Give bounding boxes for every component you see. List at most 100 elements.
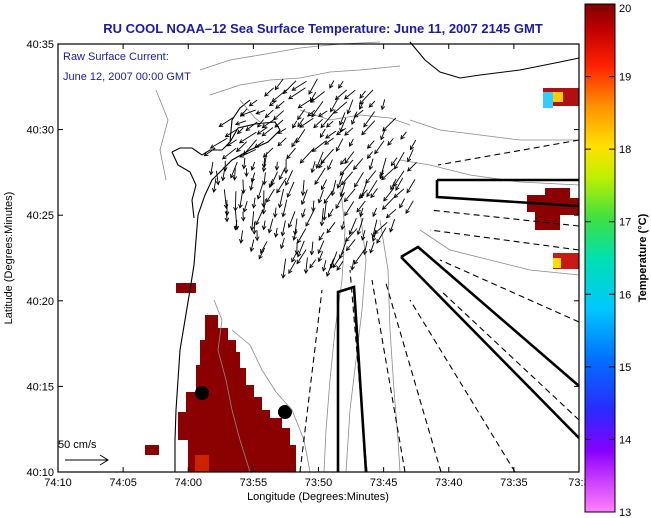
current-vector-head: [241, 164, 247, 170]
current-vector: [255, 209, 264, 225]
sst-patch-northeast: [543, 88, 579, 108]
current-vector: [339, 117, 347, 132]
current-vector-head: [359, 104, 364, 110]
y-tick-label: 40:20: [26, 296, 54, 308]
current-vector-head: [350, 265, 355, 271]
current-vector: [327, 159, 333, 170]
current-vector-head: [274, 123, 280, 128]
current-vector-head: [370, 193, 375, 199]
current-vector-head: [340, 180, 346, 186]
current-vector: [312, 140, 326, 152]
current-vector: [347, 99, 354, 114]
current-vector-head: [361, 130, 366, 136]
current-vector: [363, 240, 368, 255]
current-vector-head: [330, 107, 335, 113]
colorbar-tick-label: 19: [619, 72, 631, 84]
current-vector-head: [211, 188, 217, 193]
current-vector-head: [360, 235, 366, 241]
current-vector-head: [348, 230, 353, 236]
current-vector: [353, 248, 366, 265]
current-vector: [263, 147, 274, 158]
current-vector-head: [296, 252, 302, 258]
current-vector: [337, 172, 344, 189]
current-vector: [324, 137, 334, 145]
current-vector: [332, 251, 345, 268]
current-vector: [346, 239, 356, 251]
current-vector-head: [329, 83, 334, 89]
current-vector-head: [275, 104, 280, 110]
current-vector: [302, 180, 305, 196]
bathymetry-contours: [155, 41, 580, 473]
current-vector-head: [226, 141, 232, 147]
current-vector-head: [305, 222, 310, 227]
current-vector: [380, 157, 387, 176]
current-vector: [326, 258, 335, 277]
current-vector: [263, 220, 266, 230]
current-vector-head: [273, 232, 279, 238]
current-vector-head: [240, 216, 246, 222]
colorbar-tick-label: 17: [619, 217, 631, 229]
plot-area: 50 cm/s Raw Surface Current: June 12, 20…: [57, 41, 580, 473]
current-vector-head: [288, 269, 293, 275]
current-vector: [353, 158, 364, 170]
current-vector: [234, 220, 238, 230]
current-vector-head: [268, 183, 274, 189]
x-tick-label: 74:10: [44, 477, 72, 489]
current-vector: [276, 177, 287, 193]
colorbar-tick-label: 13: [619, 507, 631, 518]
current-vector: [249, 99, 258, 107]
current-vector-head: [295, 138, 300, 144]
current-vector-head: [291, 86, 297, 91]
current-vector: [243, 139, 257, 155]
current-vector-head: [406, 157, 412, 163]
x-tick-label: 73:40: [435, 477, 463, 489]
current-vector-head: [363, 122, 368, 128]
current-vector: [263, 157, 266, 168]
current-vector: [305, 257, 308, 274]
current-vector-head: [222, 167, 228, 172]
current-vector: [335, 89, 348, 100]
current-vector-head: [261, 131, 267, 137]
current-vector-head: [366, 192, 371, 198]
current-vector: [361, 120, 376, 136]
current-vector-head: [239, 112, 245, 117]
current-vector: [222, 147, 237, 160]
current-vector: [253, 197, 256, 208]
current-vector-head: [371, 237, 377, 243]
current-vector: [282, 258, 287, 278]
current-vector-head: [352, 165, 358, 171]
current-vector-head: [394, 164, 399, 170]
current-vector: [234, 191, 237, 211]
current-vector: [321, 208, 324, 226]
current-vector: [349, 138, 354, 147]
current-vector: [225, 210, 228, 222]
colorbar-ticks: 20 19 18 17 16 15 14 13: [585, 3, 631, 518]
current-vector-head: [282, 89, 288, 95]
current-vector-head: [326, 228, 331, 234]
current-vector: [273, 110, 285, 120]
current-vector-head: [315, 164, 320, 169]
current-vector: [278, 167, 286, 180]
current-vector-head: [369, 248, 374, 254]
scale-arrow: 50 cm/s: [58, 439, 109, 466]
current-vector-head: [203, 151, 209, 157]
current-vector: [370, 188, 378, 198]
current-vector: [314, 167, 326, 185]
current-vector-head: [338, 254, 344, 260]
y-tick-label: 40:10: [26, 467, 54, 479]
current-vector-head: [310, 168, 316, 174]
current-vector: [341, 171, 353, 185]
current-vector-head: [267, 228, 273, 234]
current-vector-head: [332, 109, 338, 114]
current-vector-head: [389, 227, 394, 233]
current-vector: [305, 209, 315, 227]
current-vector: [323, 202, 327, 221]
current-vector-head: [318, 163, 323, 169]
current-vector-head: [340, 225, 346, 231]
current-vector-head: [291, 257, 296, 263]
x-axis-label: Longitude (Degrees:Minutes): [247, 491, 389, 503]
current-vector: [310, 91, 325, 103]
current-vector-head: [215, 180, 221, 186]
colorbar-label: Temperature (°C): [637, 213, 649, 302]
